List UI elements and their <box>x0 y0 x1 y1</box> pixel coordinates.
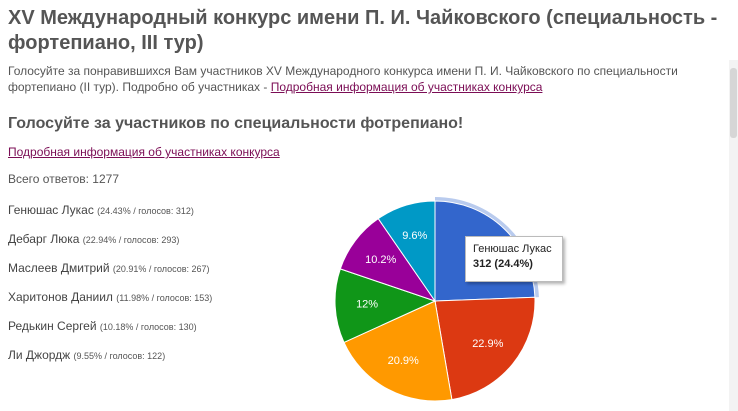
result-name: Харитонов Даниил <box>8 290 113 304</box>
pie-slice-label: 22.9% <box>472 338 503 350</box>
result-stat: (10.18% / голосов: 130) <box>99 322 197 332</box>
pie-slice[interactable] <box>377 200 436 303</box>
pie-slice-label: 9.6% <box>402 230 427 242</box>
page-title: XV Международный конкурс имени П. И. Чай… <box>8 7 718 54</box>
result-name: Ли Джордж <box>8 348 71 362</box>
tooltip-name: Генюшас Лукас <box>473 243 552 255</box>
participants-details-link[interactable]: Подробная информация об участниках конку… <box>8 145 280 159</box>
result-item: Дебарг Люка (22.94% / голосов: 293) <box>8 232 212 261</box>
result-item: Харитонов Даниил (11.98% / голосов: 153) <box>8 290 212 319</box>
pie-slice-label: 10.2% <box>365 254 396 266</box>
pie-slice[interactable] <box>334 268 437 344</box>
pie-slice[interactable] <box>343 300 453 402</box>
intro-description: Голосуйте за понравившихся Вам участнико… <box>8 64 678 94</box>
pie-slice-label: 20.9% <box>388 355 419 367</box>
tooltip-value: 312 (24.4%) <box>473 258 533 270</box>
chart-tooltip: Генюшас Лукас 312 (24.4%) <box>465 236 563 282</box>
pie-slice-label: 12% <box>356 298 378 310</box>
poll-results-list: Генюшас Лукас (24.43% / голосов: 312) Де… <box>8 203 212 377</box>
result-name: Дебарг Люка <box>8 232 80 246</box>
pie-slice[interactable] <box>434 296 536 401</box>
result-stat: (20.91% / голосов: 267) <box>112 264 210 274</box>
result-stat: (24.43% / голосов: 312) <box>97 206 194 216</box>
intro-text: Голосуйте за понравившихся Вам участнико… <box>8 63 736 95</box>
result-name: Генюшас Лукас <box>8 203 94 217</box>
result-stat: (11.98% / голосов: 153) <box>116 293 213 303</box>
result-stat: (9.55% / голосов: 122) <box>73 351 166 361</box>
poll-heading: Голосуйте за участников по специальности… <box>8 115 464 132</box>
result-name: Редькин Сергей <box>8 319 97 333</box>
scrollbar-thumb[interactable] <box>730 68 737 138</box>
pie-chart[interactable]: 22.9% 20.9% 12% 10.2% 9.6% <box>300 180 570 411</box>
result-stat: (22.94% / голосов: 293) <box>82 235 180 245</box>
result-item: Генюшас Лукас (24.43% / голосов: 312) <box>8 203 212 232</box>
result-item: Ли Джордж (9.55% / голосов: 122) <box>8 348 212 377</box>
scrollbar[interactable] <box>729 60 738 411</box>
result-name: Маслеев Дмитрий <box>8 261 110 275</box>
total-answers: Всего ответов: 1277 <box>8 172 119 186</box>
result-item: Редькин Сергей (10.18% / голосов: 130) <box>8 319 212 348</box>
intro-participants-link[interactable]: Подробная информация об участниках конку… <box>270 80 543 94</box>
result-item: Маслеев Дмитрий (20.91% / голосов: 267) <box>8 261 212 290</box>
